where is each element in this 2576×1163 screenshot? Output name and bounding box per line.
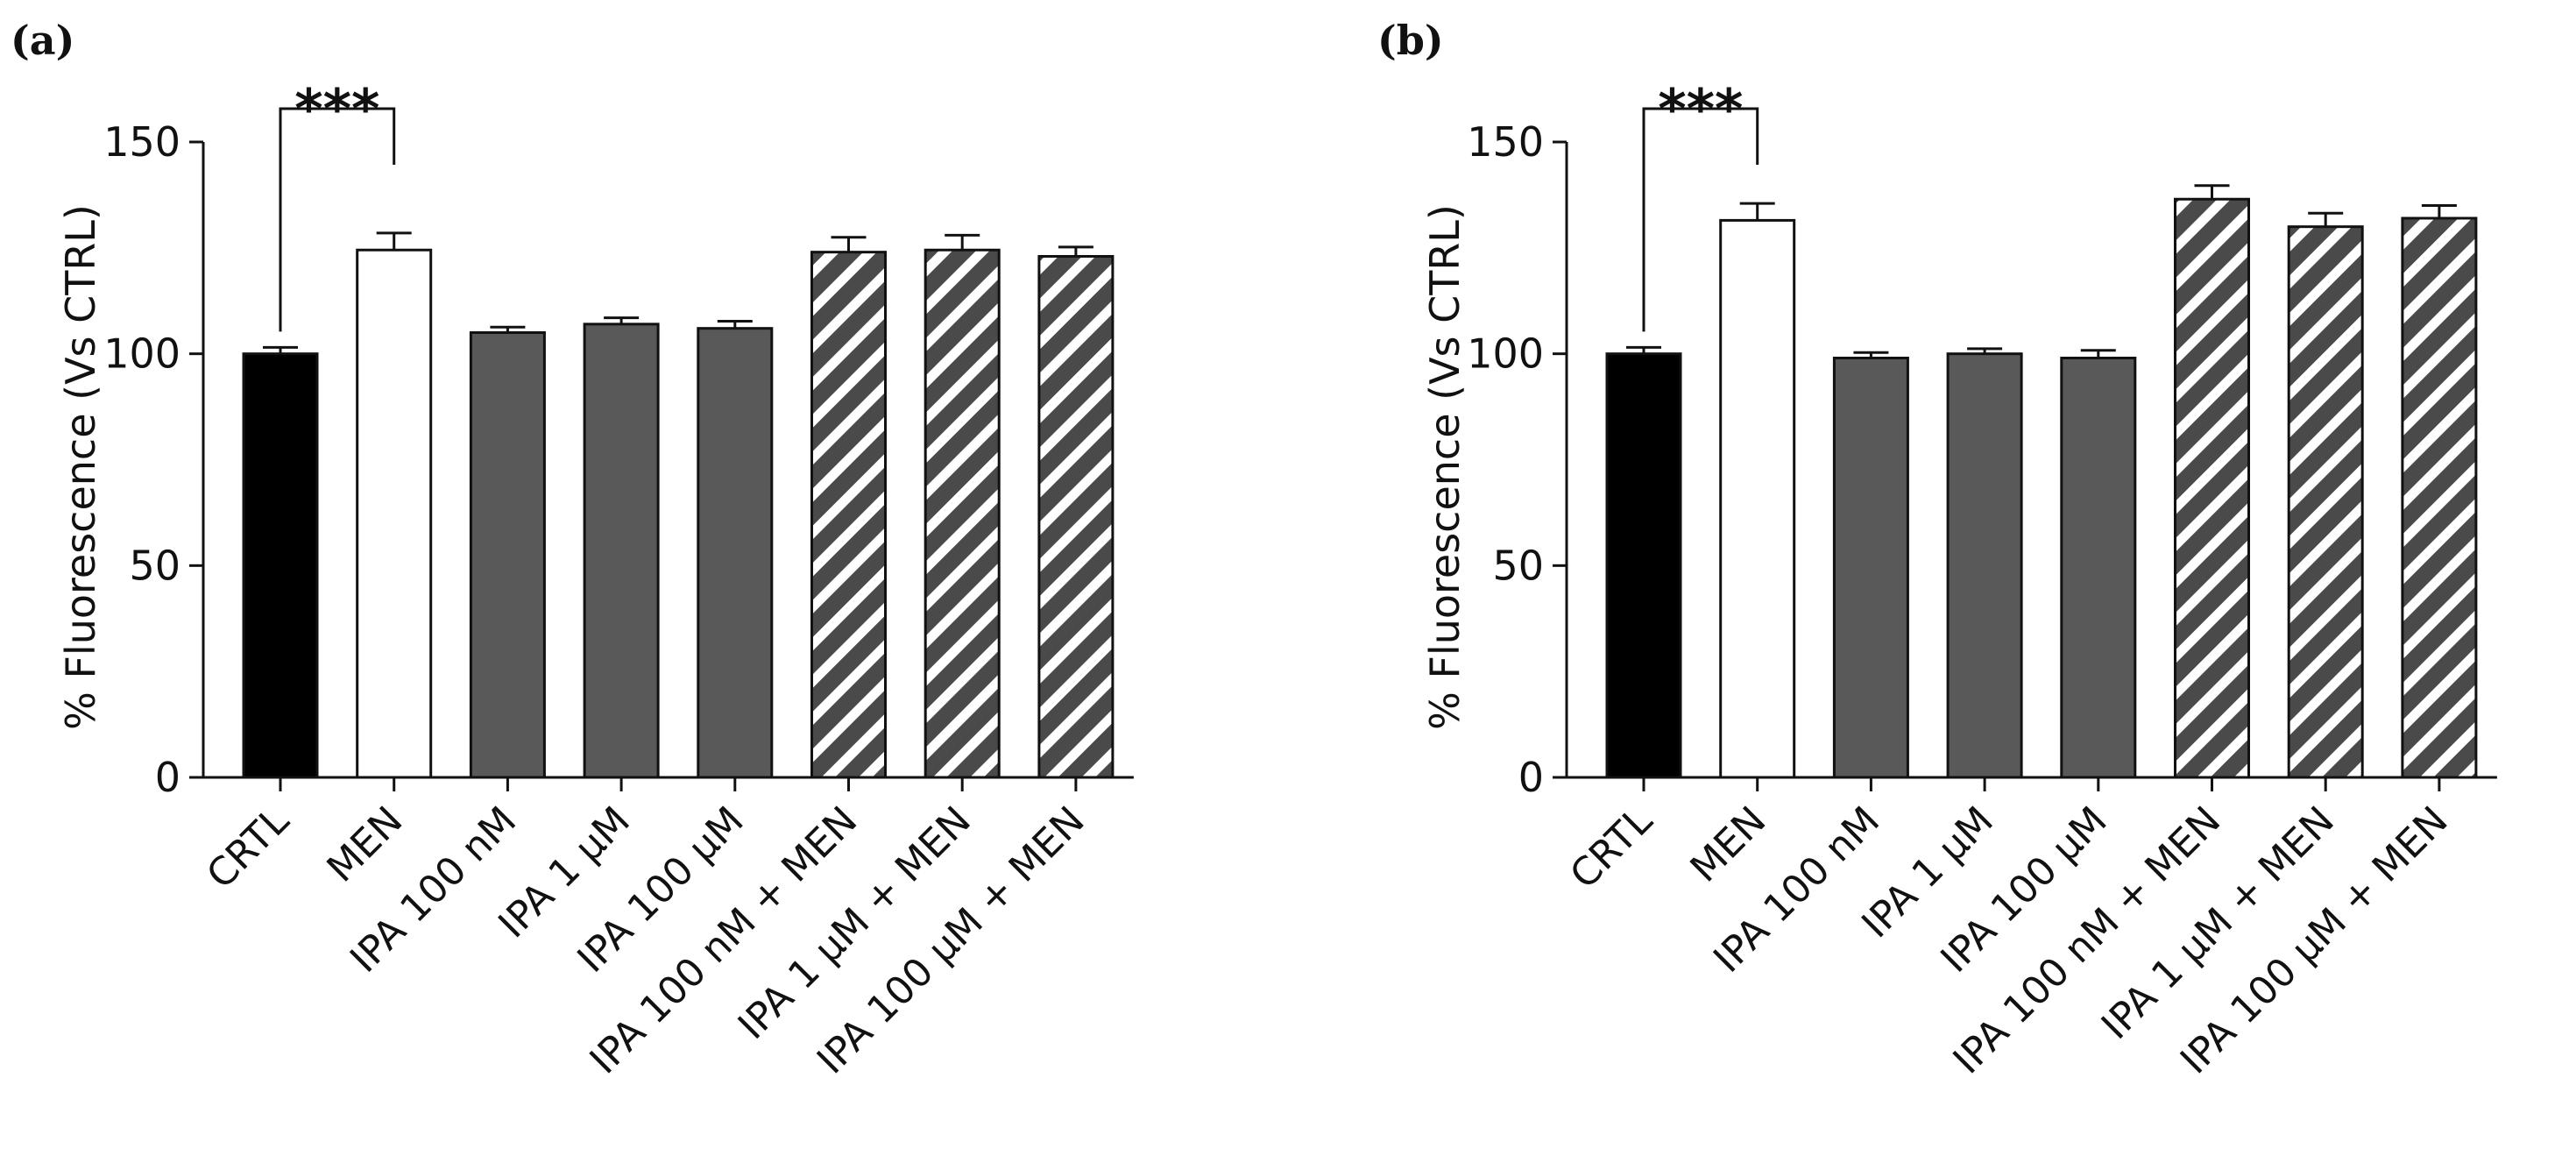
y-axis-ticks: 0 50 100 150 xyxy=(1467,118,1567,801)
panel-label: (a) xyxy=(11,17,74,64)
chart-panel-b: (b) % Fluorescence (Vs CTRL) 0 50 100 150 *… xyxy=(1377,17,2497,1082)
error-bar xyxy=(604,316,640,324)
error-bars xyxy=(263,231,1093,354)
y-axis-ticks: 0 50 100 150 xyxy=(103,118,203,801)
significance-bracket-line xyxy=(279,107,396,332)
bar xyxy=(2401,216,2478,779)
y-tick-label: 50 xyxy=(129,542,180,589)
bar xyxy=(1832,357,1909,779)
error-bars xyxy=(1626,184,2457,358)
chart-panel-a: (a) % Fluorescence (Vs CTRL) 0 50 100 150 *… xyxy=(11,17,1134,1082)
bar xyxy=(242,352,319,779)
y-tick-label: 0 xyxy=(155,754,180,801)
y-tick-label: 50 xyxy=(1492,542,1544,589)
significance-bracket: *** xyxy=(1642,77,1759,332)
significance-bracket: *** xyxy=(279,77,396,332)
y-tick-label: 0 xyxy=(1518,754,1544,801)
error-bar xyxy=(2308,211,2344,227)
bar xyxy=(1605,352,1682,779)
bar xyxy=(2174,197,2250,779)
y-tick-label: 100 xyxy=(103,330,180,378)
bar xyxy=(1037,255,1115,779)
y-axis-title: % Fluorescence (Vs CTRL) xyxy=(1421,204,1468,730)
error-bar xyxy=(2421,204,2457,218)
y-axis-title: % Fluorescence (Vs CTRL) xyxy=(57,204,104,730)
error-bar xyxy=(1739,202,1775,221)
significance-label: *** xyxy=(294,77,379,141)
bar xyxy=(2060,357,2137,779)
error-bar xyxy=(945,233,980,251)
error-bar xyxy=(263,345,298,354)
significance-label: *** xyxy=(1658,77,1743,141)
significance-bracket-line xyxy=(1642,107,1759,332)
bar xyxy=(356,248,433,779)
error-bar xyxy=(1967,347,2003,354)
error-bar xyxy=(2080,349,2116,358)
error-bar xyxy=(1058,245,1093,257)
bars xyxy=(1605,197,2478,779)
error-bar xyxy=(1853,351,1889,358)
error-bar xyxy=(490,325,526,333)
error-bar xyxy=(1626,345,1661,354)
category-label: CRTL xyxy=(198,798,298,897)
bar xyxy=(810,251,887,779)
y-tick-label: 100 xyxy=(1467,330,1544,378)
error-bar xyxy=(2194,184,2230,200)
y-tick-label: 150 xyxy=(1467,118,1544,166)
bar xyxy=(697,327,774,779)
y-tick-label: 150 xyxy=(103,118,180,166)
bar xyxy=(469,331,546,779)
error-bar xyxy=(831,236,867,252)
error-bar xyxy=(376,231,412,251)
error-bar xyxy=(717,319,753,329)
bar xyxy=(924,248,1001,779)
bar xyxy=(1946,352,2023,779)
bar xyxy=(583,323,660,779)
category-label: MEN xyxy=(1682,798,1775,891)
category-label: MEN xyxy=(319,798,412,891)
category-label: CRTL xyxy=(1561,798,1661,897)
bar xyxy=(1719,218,1796,779)
bar xyxy=(2287,225,2364,779)
bars xyxy=(242,248,1115,779)
panel-label: (b) xyxy=(1377,17,1444,64)
